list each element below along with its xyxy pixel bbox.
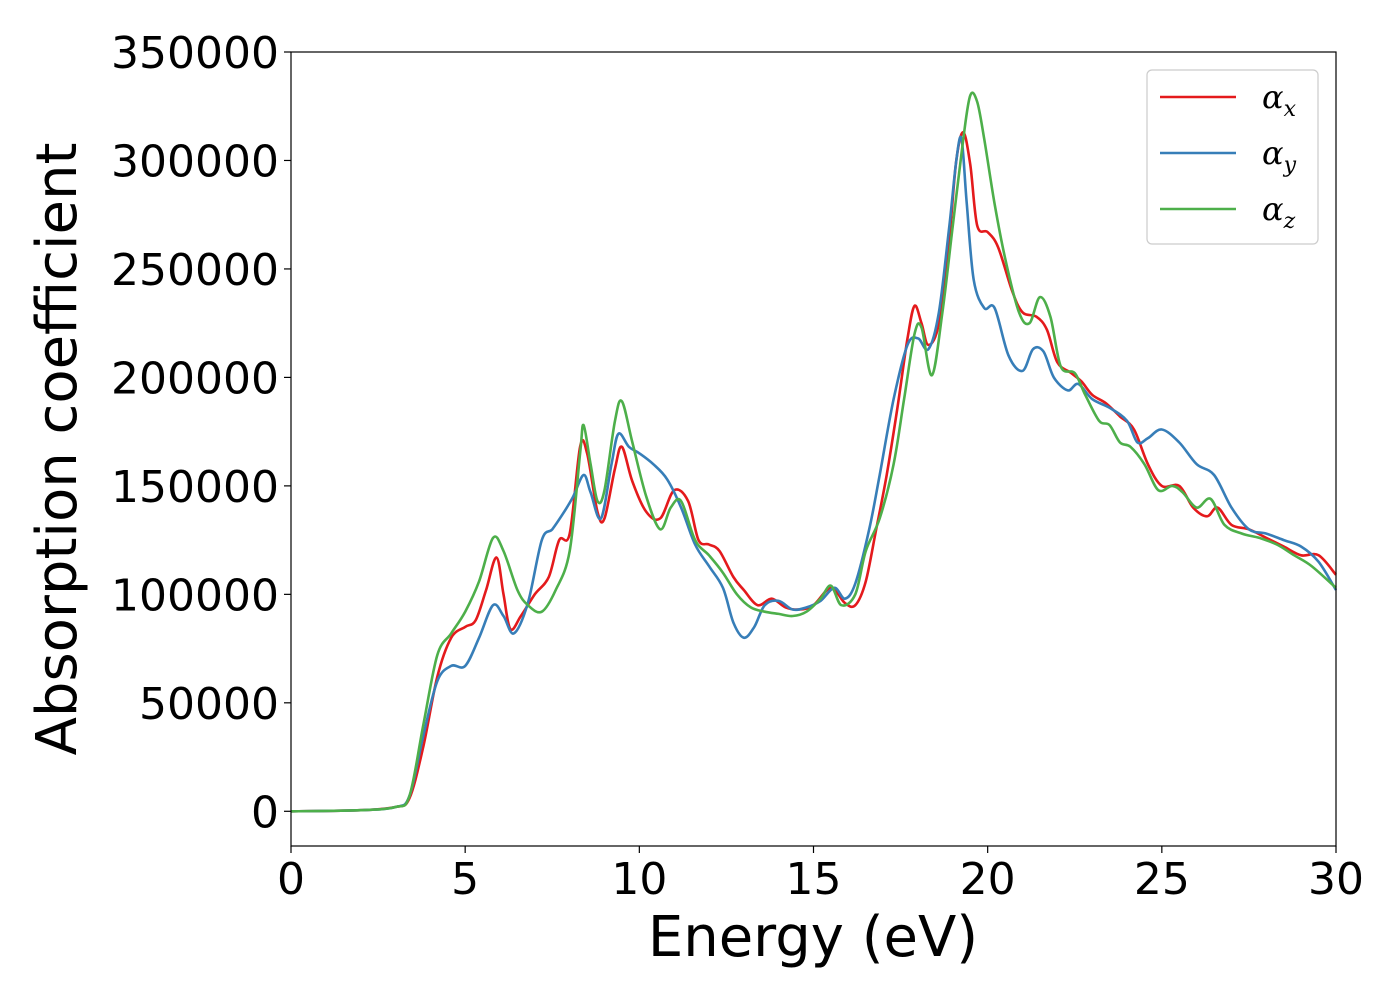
x-tick-label: 15 bbox=[786, 854, 842, 905]
x-axis-label: Energy (eV) bbox=[648, 905, 978, 970]
legend-box bbox=[1146, 69, 1319, 245]
x-tick-label: 10 bbox=[611, 854, 667, 905]
series-line-3 bbox=[290, 91, 1337, 813]
y-tick-label: 350000 bbox=[111, 28, 279, 79]
y-tick-label: 200000 bbox=[111, 353, 279, 404]
x-axis: 0 5 10 15 20 25 30 bbox=[277, 846, 1364, 905]
series-line-2 bbox=[290, 135, 1338, 813]
x-tick-label: 5 bbox=[451, 854, 479, 905]
x-tick-label: 20 bbox=[960, 854, 1016, 905]
x-tick-label: 25 bbox=[1134, 854, 1190, 905]
y-tick-label: 100000 bbox=[111, 570, 279, 621]
y-tick-label: 300000 bbox=[111, 136, 279, 187]
y-tick-label: 150000 bbox=[111, 462, 279, 513]
series-layer bbox=[290, 91, 1338, 813]
y-tick-label: 0 bbox=[251, 787, 279, 838]
y-axis-label: Absorption coefficient bbox=[25, 143, 90, 756]
x-tick-label: 0 bbox=[277, 854, 305, 905]
y-axis: 0 50000 100000 150000 200000 250000 300000 3500… bbox=[111, 28, 291, 838]
x-tick-label: 30 bbox=[1308, 854, 1364, 905]
y-tick-label: 50000 bbox=[139, 679, 279, 730]
y-tick-label: 250000 bbox=[111, 245, 279, 296]
